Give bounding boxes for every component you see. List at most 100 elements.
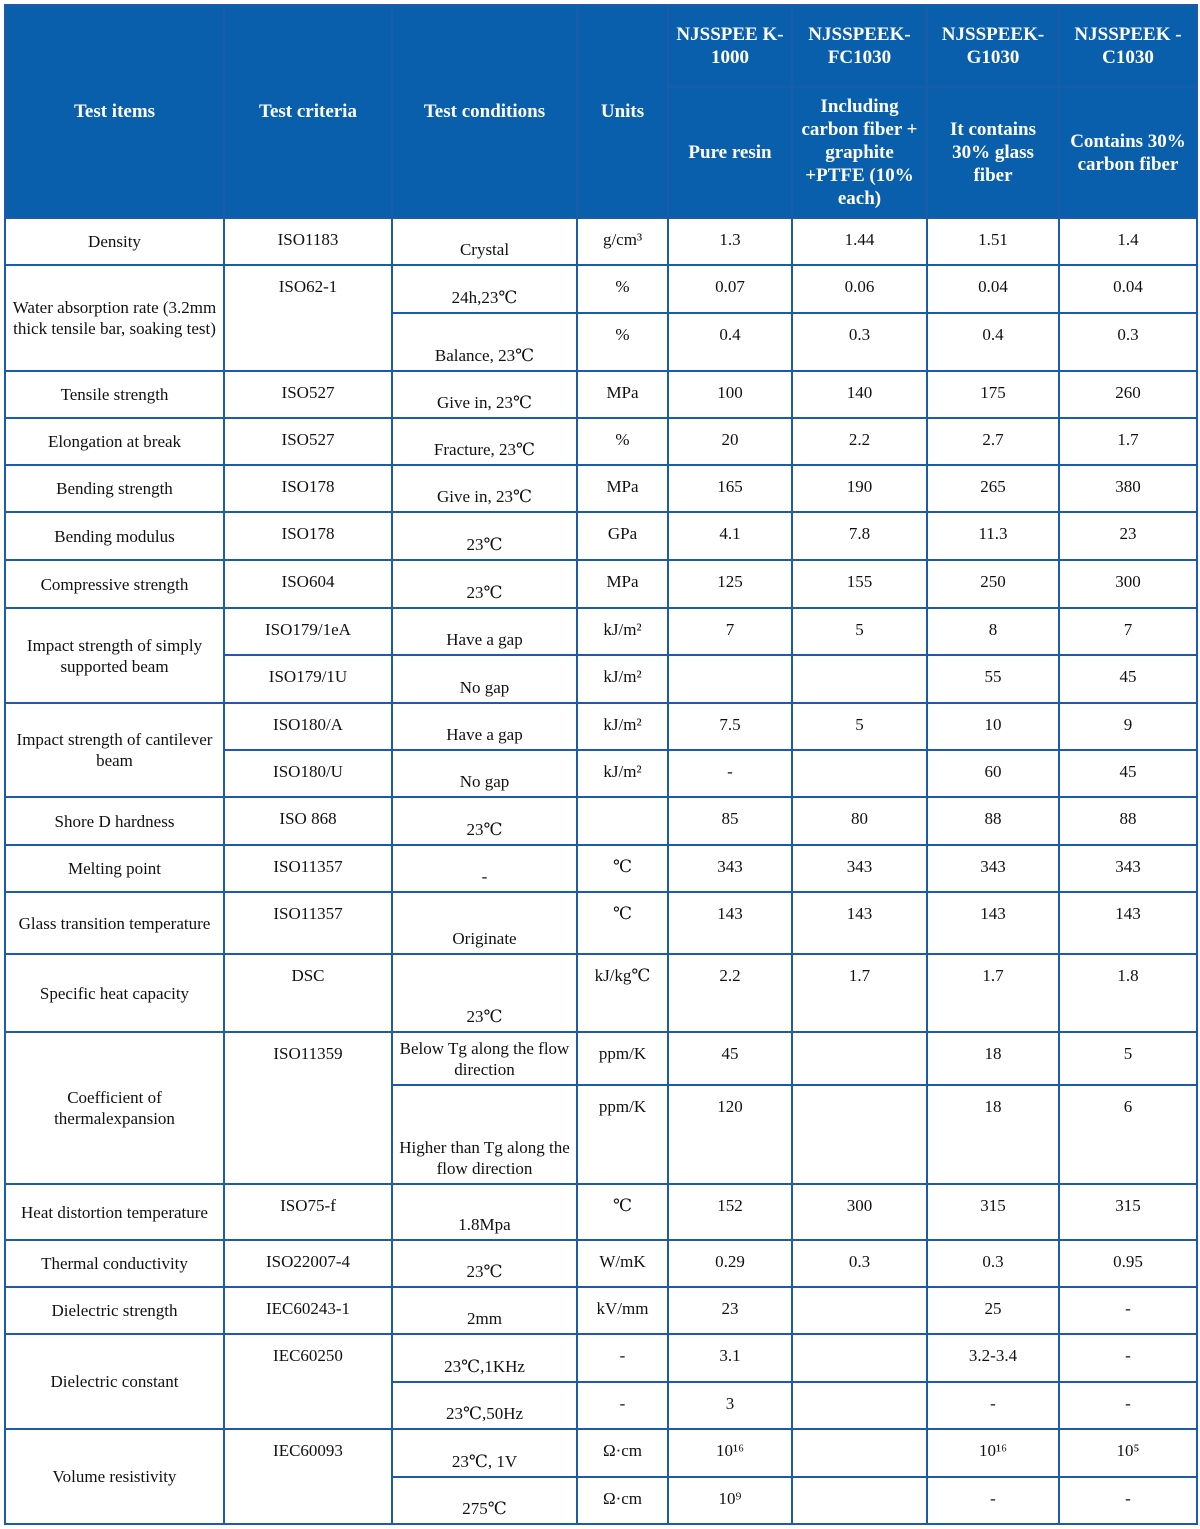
test-item: Specific heat capacity: [4, 953, 225, 1033]
value-njsspeek-1000: 7.5: [667, 702, 793, 751]
test-condition: -: [391, 844, 578, 893]
value-njsspeek-g1030: 60: [926, 749, 1060, 798]
test-item: Melting point: [4, 844, 225, 893]
unit: kJ/kg℃: [576, 953, 669, 1033]
value-njsspeek-1000: 343: [667, 844, 793, 893]
test-item: Impact strength of cantilever beam: [4, 702, 225, 798]
test-criteria: ISO180/A: [223, 702, 393, 751]
test-condition: Have a gap: [391, 702, 578, 751]
table-row: Coefficient of thermalexpansion ISO11359 B…: [4, 1031, 1198, 1185]
test-item: Water absorption rate (3.2mm thick tensi…: [4, 264, 225, 372]
value-njsspeek-fc1030: 5: [791, 607, 928, 656]
test-condition: Originate: [391, 891, 578, 955]
test-criteria: IEC60243-1: [223, 1286, 393, 1335]
table-row: Dielectric constant IEC60250 23℃,1KHz -3.1 3…: [4, 1333, 1198, 1430]
value-njsspeek-g1030: -: [926, 1476, 1060, 1525]
test-condition: 1.8Mpa: [391, 1183, 578, 1241]
table-row: Density ISO1183 Crystal g/cm³ 1.3 1.44 1.51 1.4: [4, 217, 1198, 266]
value-njsspeek-1000: 20: [667, 417, 793, 466]
unit: ppm/K: [576, 1031, 669, 1086]
unit: kJ/m²: [576, 749, 669, 798]
test-criteria: ISO178: [223, 464, 393, 513]
value-njsspeek-c1030: 260: [1058, 370, 1198, 419]
value-njsspeek-g1030: 315: [926, 1183, 1060, 1241]
value-njsspeek-g1030: 10¹⁶: [926, 1428, 1060, 1478]
value-njsspeek-1000: 3: [667, 1381, 793, 1430]
test-item: Bending modulus: [4, 511, 225, 561]
value-njsspeek-1000: -: [667, 749, 793, 798]
table-row: Impact strength of cantilever beam ISO180…: [4, 702, 1198, 798]
table-row: Tensile strength ISO527 Give in, 23℃ MPa 100…: [4, 370, 1198, 419]
value-njsspeek-c1030: 0.04: [1058, 264, 1198, 314]
value-njsspeek-g1030: 2.7: [926, 417, 1060, 466]
value-njsspeek-c1030: 45: [1058, 749, 1198, 798]
value-njsspeek-c1030: 7: [1058, 607, 1198, 656]
unit: g/cm³: [576, 217, 669, 266]
value-njsspeek-c1030: -: [1058, 1381, 1198, 1430]
test-criteria: ISO527: [223, 417, 393, 466]
value-njsspeek-g1030: 0.3: [926, 1239, 1060, 1288]
header-product-name: NJSSPEEK -C1030: [1058, 4, 1198, 88]
test-condition: Give in, 23℃: [391, 370, 578, 419]
test-condition: Give in, 23℃: [391, 464, 578, 513]
value-njsspeek-1000: 85: [667, 796, 793, 846]
value-njsspeek-g1030: 8: [926, 607, 1060, 656]
value-njsspeek-1000: 0.4: [667, 312, 793, 372]
value-njsspeek-fc1030: 143: [791, 891, 928, 955]
value-njsspeek-1000: 45: [667, 1031, 793, 1086]
value-njsspeek-fc1030: 140: [791, 370, 928, 419]
value-njsspeek-1000: 4.1: [667, 511, 793, 561]
table-row: Thermal conductivity ISO22007-4 23℃ W/mK 0.2…: [4, 1239, 1198, 1288]
test-item: Volume resistivity: [4, 1428, 225, 1525]
unit: W/mK: [576, 1239, 669, 1288]
test-condition: 23℃: [391, 1239, 578, 1288]
unit: [576, 796, 669, 846]
test-item: Dielectric strength: [4, 1286, 225, 1335]
unit: ℃: [576, 1183, 669, 1241]
value-njsspeek-fc1030: 0.3: [791, 1239, 928, 1288]
value-njsspeek-fc1030: 1.44: [791, 217, 928, 266]
unit: %: [576, 417, 669, 466]
header-test-conditions: Test conditions: [391, 4, 578, 219]
value-njsspeek-fc1030: 0.3: [791, 312, 928, 372]
value-njsspeek-1000: 125: [667, 559, 793, 609]
test-criteria: IEC60093: [223, 1428, 393, 1525]
header-product-description: Contains 30% carbon fiber: [1058, 86, 1198, 219]
value-njsspeek-1000: 120: [667, 1084, 793, 1185]
test-condition: No gap: [391, 749, 578, 798]
unit: Ω·cm: [576, 1476, 669, 1525]
value-njsspeek-1000: 1.3: [667, 217, 793, 266]
value-njsspeek-fc1030: [791, 1428, 928, 1478]
value-njsspeek-1000: 10¹⁶: [667, 1428, 793, 1478]
value-njsspeek-fc1030: [791, 1333, 928, 1383]
unit: ℃: [576, 844, 669, 893]
value-njsspeek-g1030: 0.04: [926, 264, 1060, 314]
value-njsspeek-fc1030: 5: [791, 702, 928, 751]
header-product-description: Pure resin: [667, 86, 793, 219]
test-condition: Balance, 23℃: [391, 312, 578, 372]
value-njsspeek-g1030: 18: [926, 1084, 1060, 1185]
test-criteria: ISO22007-4: [223, 1239, 393, 1288]
test-condition: No gap: [391, 654, 578, 704]
test-criteria: ISO 868: [223, 796, 393, 846]
table-row: Heat distortion temperature ISO75-f 1.8Mpa…: [4, 1183, 1198, 1241]
value-njsspeek-1000: 10⁹: [667, 1476, 793, 1525]
table-row: Melting point ISO11357- ℃ 343 343 343 343: [4, 844, 1198, 893]
table-row: ISO179/1U No gap kJ/m² 55 45: [5, 654, 1198, 704]
test-criteria: ISO62-1: [223, 264, 393, 372]
value-njsspeek-g1030: 265: [926, 464, 1060, 513]
test-item: Dielectric constant: [4, 1333, 225, 1430]
unit: Ω·cm: [576, 1428, 669, 1478]
test-criteria: ISO11359: [223, 1031, 393, 1185]
table-row: Balance, 23℃% 0.4 0.3 0.4 0.3: [5, 312, 1198, 372]
value-njsspeek-fc1030: [791, 1381, 928, 1430]
test-item: Impact strength of simply supported beam: [4, 607, 225, 704]
table-row: Specific heat capacity DSC 23℃ kJ/kg℃ 2.2 1.7…: [4, 953, 1198, 1033]
test-condition: Below Tg along the flow direction: [391, 1031, 578, 1086]
unit: %: [576, 264, 669, 314]
value-njsspeek-g1030: -: [926, 1381, 1060, 1430]
test-item: Thermal conductivity: [4, 1239, 225, 1288]
value-njsspeek-g1030: 175: [926, 370, 1060, 419]
value-njsspeek-c1030: 5: [1058, 1031, 1198, 1086]
value-njsspeek-1000: 2.2: [667, 953, 793, 1033]
